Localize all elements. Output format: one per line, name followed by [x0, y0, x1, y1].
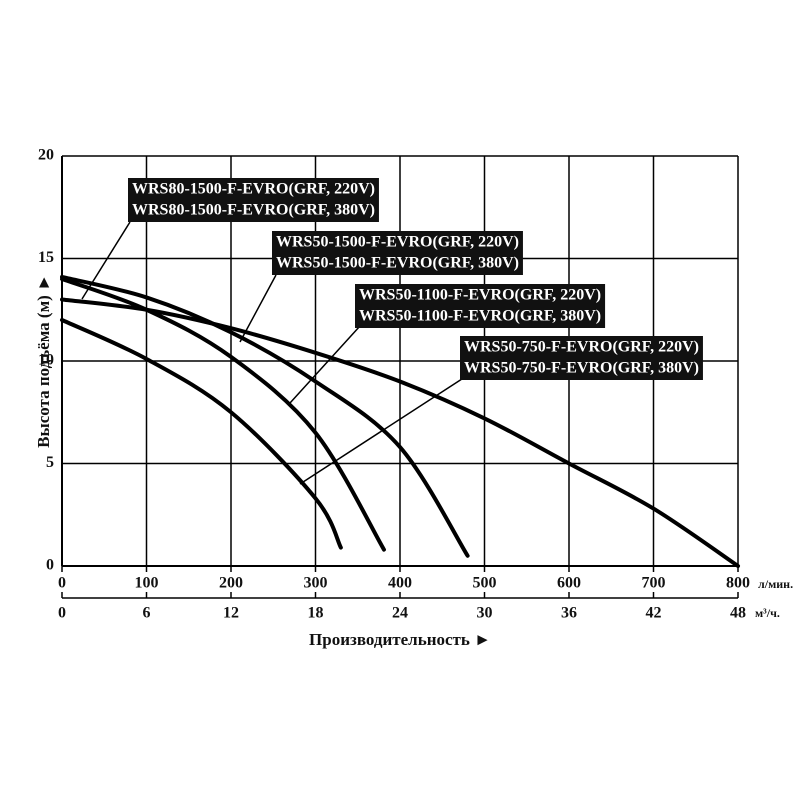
x2-tick-label: 6: [143, 605, 151, 622]
x-tick-label: 300: [304, 575, 328, 592]
leader-line: [299, 376, 466, 485]
legend-box: WRS50-1500-F-EVRO(GRF, 220V) WRS50-1500-F…: [272, 231, 523, 275]
curve: [60, 297, 740, 568]
x-tick-label: 100: [135, 575, 159, 592]
x-tick-label: 200: [219, 575, 243, 592]
x2-tick-label: 30: [477, 605, 493, 622]
x-tick-label: 700: [642, 575, 666, 592]
x2-tick-label: 48: [730, 605, 746, 622]
legend-label: WRS50-1100-F-EVRO(GRF, 380V): [359, 308, 601, 325]
x-unit: л/мин.: [758, 577, 793, 591]
y-tick-label: 5: [46, 454, 54, 471]
y-tick-label: 10: [38, 352, 54, 369]
x2-tick-label: 12: [223, 605, 239, 622]
legend-label: WRS50-750-F-EVRO(GRF, 380V): [464, 360, 699, 377]
x2-tick-label: 24: [392, 605, 408, 622]
legend-bg: [272, 231, 523, 275]
x2-tick-label: 42: [646, 605, 662, 622]
x2-tick-label: 0: [58, 605, 66, 622]
curve: [60, 277, 386, 552]
leader-line: [289, 325, 361, 404]
x2-unit: м³/ч.: [755, 606, 780, 620]
legend-label: WRS50-750-F-EVRO(GRF, 220V): [464, 339, 699, 356]
legend-label: WRS50-1100-F-EVRO(GRF, 220V): [359, 287, 601, 304]
x-tick-label: 400: [388, 575, 412, 592]
legend-label: WRS50-1500-F-EVRO(GRF, 380V): [276, 255, 519, 272]
x-tick-label: 0: [58, 575, 66, 592]
x-tick-label: 600: [557, 575, 581, 592]
legend-label: WRS80-1500-F-EVRO(GRF, 380V): [132, 202, 375, 219]
legend-box: WRS80-1500-F-EVRO(GRF, 220V) WRS80-1500-F…: [128, 178, 379, 222]
y-tick-label: 0: [46, 557, 54, 574]
legend-box: WRS50-1100-F-EVRO(GRF, 220V) WRS50-1100-F…: [355, 284, 606, 328]
legend-bg: [460, 336, 703, 380]
x-tick-label: 800: [726, 575, 750, 592]
curve: [60, 318, 343, 550]
legend-label: WRS80-1500-F-EVRO(GRF, 220V): [132, 181, 375, 198]
y-axis-label: Высота подъёма (м) ►: [34, 274, 53, 448]
leader-line: [81, 221, 131, 300]
curve: [60, 274, 470, 558]
x-tick-label: 500: [473, 575, 497, 592]
x2-tick-label: 18: [308, 605, 324, 622]
legend-bg: [128, 178, 379, 222]
y-tick-label: 15: [38, 249, 54, 266]
leader-line: [239, 274, 277, 343]
x2-tick-label: 36: [561, 605, 577, 622]
x-axis-label: Производительность ►: [309, 630, 491, 649]
legend-box: WRS50-750-F-EVRO(GRF, 220V) WRS50-750-F-E…: [460, 336, 703, 380]
legend-bg: [355, 284, 606, 328]
y-tick-label: 20: [38, 147, 54, 164]
legend-label: WRS50-1500-F-EVRO(GRF, 220V): [276, 234, 519, 251]
